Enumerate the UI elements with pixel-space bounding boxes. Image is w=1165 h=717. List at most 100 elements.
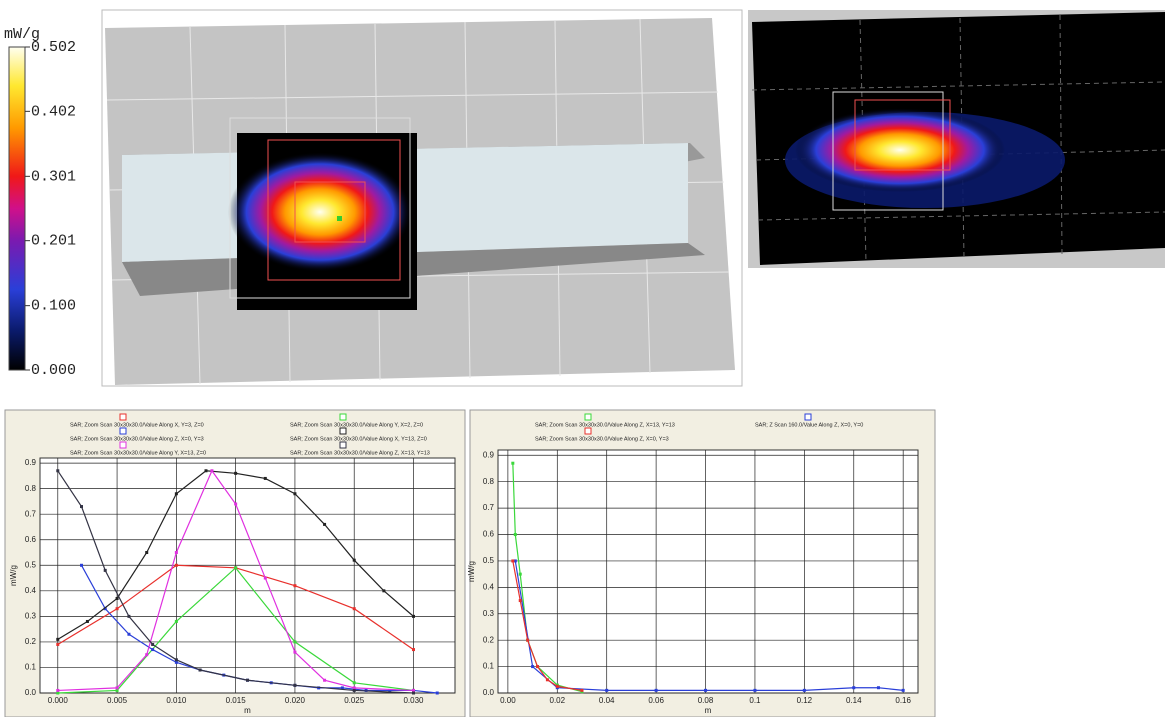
colorbar-tick-label: 0.100 xyxy=(31,298,76,315)
data-point xyxy=(263,476,267,480)
data-point xyxy=(382,589,386,593)
data-point xyxy=(654,688,658,692)
x-tick-label: 0.1 xyxy=(749,696,761,705)
data-point xyxy=(115,607,119,611)
data-point xyxy=(340,686,344,690)
data-point xyxy=(435,691,439,695)
data-point xyxy=(412,688,415,692)
data-point xyxy=(511,559,515,563)
colorbar-scale xyxy=(8,46,26,371)
plot-area xyxy=(39,457,456,694)
legend-label: SAR; Zoom Scan 30x30x30.0/Value Along Z,… xyxy=(290,450,430,456)
data-point xyxy=(174,563,178,567)
data-point xyxy=(293,683,297,687)
data-point xyxy=(526,638,530,642)
data-point xyxy=(127,632,131,636)
colorbar-tick-label: 0.000 xyxy=(31,362,76,379)
data-point xyxy=(115,686,119,690)
y-tick-label: 0.6 xyxy=(483,530,495,539)
data-point xyxy=(80,505,83,509)
data-point xyxy=(352,688,356,692)
x-tick-label: 0.16 xyxy=(895,696,911,705)
3d-view-left xyxy=(101,9,743,387)
legend-swatch xyxy=(119,427,127,435)
x-tick-label: 0.000 xyxy=(48,696,69,705)
data-point xyxy=(56,691,60,695)
3d-view-right xyxy=(748,10,1165,268)
data-point xyxy=(293,640,297,644)
data-point xyxy=(234,471,238,475)
data-point xyxy=(198,668,202,672)
x-tick-label: 0.06 xyxy=(648,696,664,705)
x-tick-label: 0.00 xyxy=(500,696,516,705)
y-tick-label: 0.7 xyxy=(25,509,37,518)
x-tick-label: 0.025 xyxy=(344,696,365,705)
data-point xyxy=(352,686,356,690)
legend-label: SAR; Zoom Scan 30x30x30.0/Value Along Y,… xyxy=(290,422,423,428)
data-point xyxy=(174,619,178,623)
x-tick-label: 0.030 xyxy=(403,696,424,705)
data-point xyxy=(103,568,107,572)
data-point xyxy=(174,492,178,496)
y-tick-label: 0.8 xyxy=(25,484,37,493)
legend-swatch xyxy=(119,413,127,421)
legend-swatch xyxy=(584,413,592,421)
data-point xyxy=(85,619,89,623)
y-tick-label: 0.6 xyxy=(25,535,37,544)
data-point xyxy=(151,642,155,646)
legend-label: SAR; Zoom Scan 30x30x30.0/Value Along Y,… xyxy=(70,450,206,456)
data-point xyxy=(115,688,119,692)
data-point xyxy=(174,551,178,555)
legend-swatch xyxy=(339,413,347,421)
data-point xyxy=(234,502,238,506)
data-point xyxy=(518,599,522,603)
x-axis-label: m xyxy=(244,706,251,715)
data-point xyxy=(518,572,522,576)
data-point xyxy=(545,678,549,682)
colorbar-tick-label: 0.502 xyxy=(31,39,76,56)
data-point xyxy=(753,688,757,692)
data-point xyxy=(293,492,297,496)
y-tick-label: 0.0 xyxy=(483,688,495,697)
data-point xyxy=(352,607,356,611)
legend-label: SAR; Zoom Scan 30x30x30.0/Value Along Z,… xyxy=(70,436,204,442)
legend-swatch xyxy=(339,441,347,449)
y-tick-label: 0.3 xyxy=(483,609,495,618)
data-point xyxy=(80,563,83,567)
data-point xyxy=(56,642,60,646)
data-point xyxy=(293,650,297,654)
data-point xyxy=(246,678,249,682)
y-tick-label: 0.4 xyxy=(25,586,37,595)
x-tick-label: 0.010 xyxy=(166,696,187,705)
data-point xyxy=(115,596,119,600)
y-tick-label: 0.1 xyxy=(25,663,37,672)
legend-label: SAR; Zoom Scan 30x30x30.0/Value Along Z,… xyxy=(535,422,675,428)
data-point xyxy=(174,660,178,664)
legend-label: SAR; Zoom Scan 30x30x30.0/Value Along X,… xyxy=(70,422,204,428)
data-point xyxy=(145,551,149,555)
y-tick-label: 0.1 xyxy=(483,662,495,671)
y-tick-label: 0.0 xyxy=(25,688,37,697)
x-tick-label: 0.020 xyxy=(285,696,306,705)
data-point xyxy=(56,469,60,473)
data-point xyxy=(263,576,267,580)
y-tick-label: 0.5 xyxy=(483,556,495,565)
data-point xyxy=(151,648,155,652)
data-point xyxy=(580,688,584,692)
data-point xyxy=(513,559,517,563)
data-point xyxy=(802,688,806,692)
y-tick-label: 0.9 xyxy=(25,458,37,467)
y-axis-label: mW/g xyxy=(467,561,476,582)
data-point xyxy=(901,688,905,692)
y-tick-label: 0.9 xyxy=(483,450,495,459)
data-point xyxy=(323,678,327,682)
data-point xyxy=(412,691,415,695)
data-point xyxy=(352,558,356,562)
data-point xyxy=(56,688,60,692)
y-tick-label: 0.8 xyxy=(483,477,495,486)
legend-swatch xyxy=(119,441,127,449)
data-point xyxy=(536,665,540,669)
colorbar-tick-label: 0.201 xyxy=(31,233,76,250)
data-point xyxy=(127,614,131,618)
